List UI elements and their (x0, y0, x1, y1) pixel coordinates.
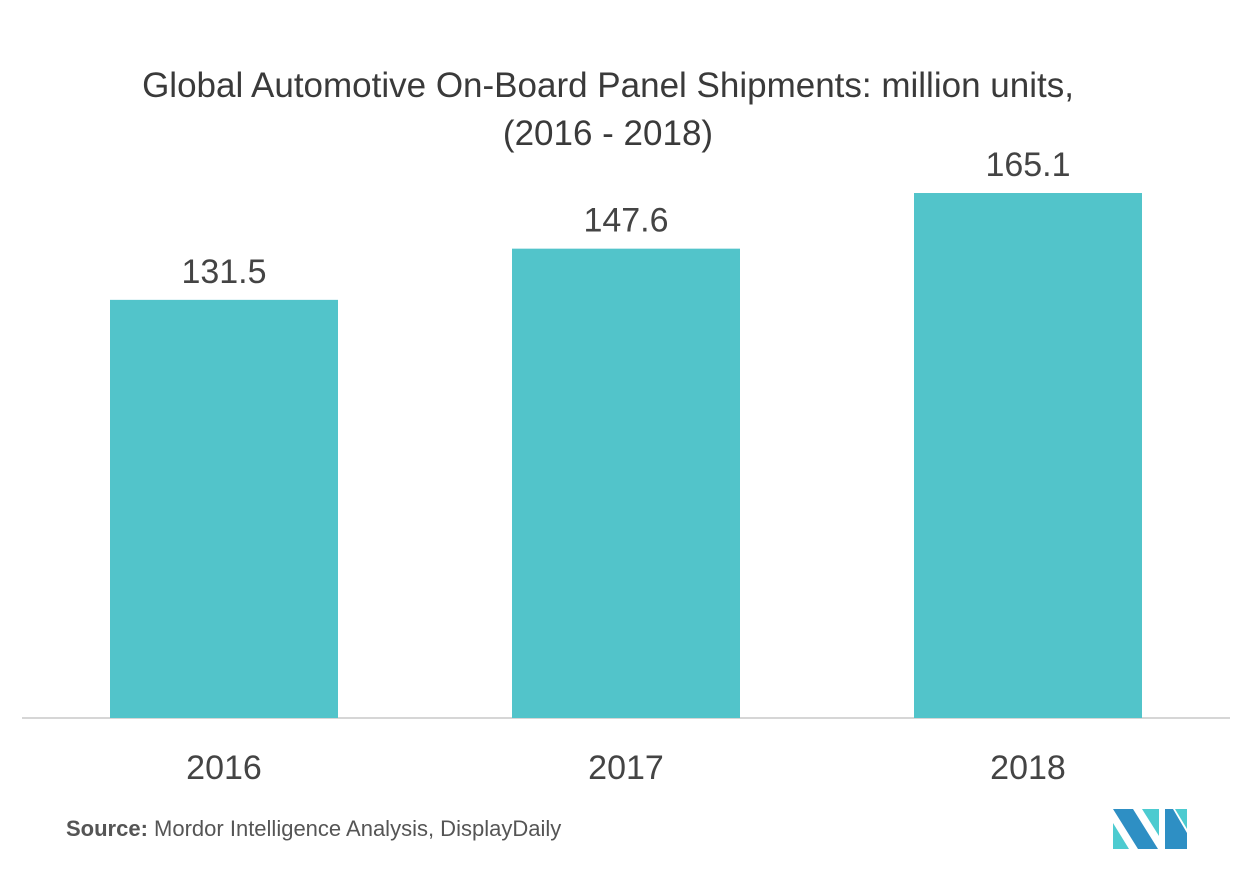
bar-2017 (512, 248, 740, 718)
mordor-logo-icon (1113, 809, 1187, 849)
source-note: Source: Mordor Intelligence Analysis, Di… (66, 816, 561, 842)
source-text: Mordor Intelligence Analysis, DisplayDai… (154, 816, 562, 841)
source-label: Source: (66, 816, 148, 841)
bar-2018 (914, 193, 1142, 719)
x-tick-label: 2017 (588, 749, 664, 787)
bar-2016 (110, 299, 338, 718)
data-label: 131.5 (181, 253, 266, 291)
data-label: 147.6 (583, 202, 668, 240)
x-tick-label: 2018 (990, 749, 1066, 787)
chart-title: Global Automotive On-Board Panel Shipmen… (142, 66, 1074, 153)
data-label: 165.1 (985, 146, 1070, 184)
x-tick-label: 2016 (186, 749, 262, 787)
